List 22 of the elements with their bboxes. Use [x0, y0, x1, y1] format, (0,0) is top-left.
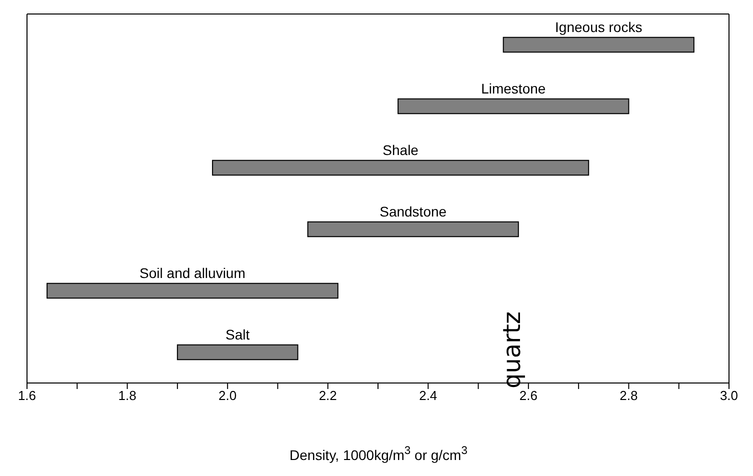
y-tick-label: Salt	[226, 326, 250, 343]
bar	[502, 36, 694, 53]
x-tick-label: 1.6	[18, 388, 36, 404]
y-tick-label: Sandstone	[380, 204, 447, 220]
x-tick-label: 2.6	[519, 388, 538, 404]
x-tick-label: 2.2	[318, 388, 337, 404]
x-tick-label: 3.0	[720, 388, 738, 404]
y-tick-label: Shale	[382, 142, 419, 158]
x-tick-label: 1.8	[118, 388, 136, 404]
x-tick-label: 2.0	[218, 388, 237, 404]
quartz-label: quartz	[498, 311, 526, 389]
y-tick-label: Limestone	[481, 80, 546, 97]
bar	[307, 221, 519, 238]
x-axis-title: Density, 1000kg/m$^{3}$ or g/cm$^{3}$	[290, 445, 468, 463]
y-tick-label: Igneous rocks	[555, 19, 642, 36]
y-tick-label: Soil and alluvium	[140, 265, 246, 282]
x-tick-label: 2.8	[620, 388, 638, 404]
bar	[212, 160, 590, 176]
bar	[46, 282, 338, 299]
bar	[398, 98, 630, 114]
x-tick-label: 2.4	[419, 388, 438, 404]
bar	[176, 344, 298, 360]
